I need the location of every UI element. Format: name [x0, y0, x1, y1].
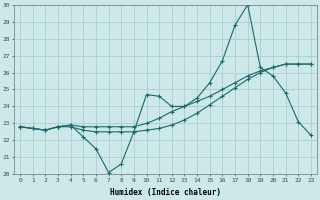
X-axis label: Humidex (Indice chaleur): Humidex (Indice chaleur) [110, 188, 221, 197]
